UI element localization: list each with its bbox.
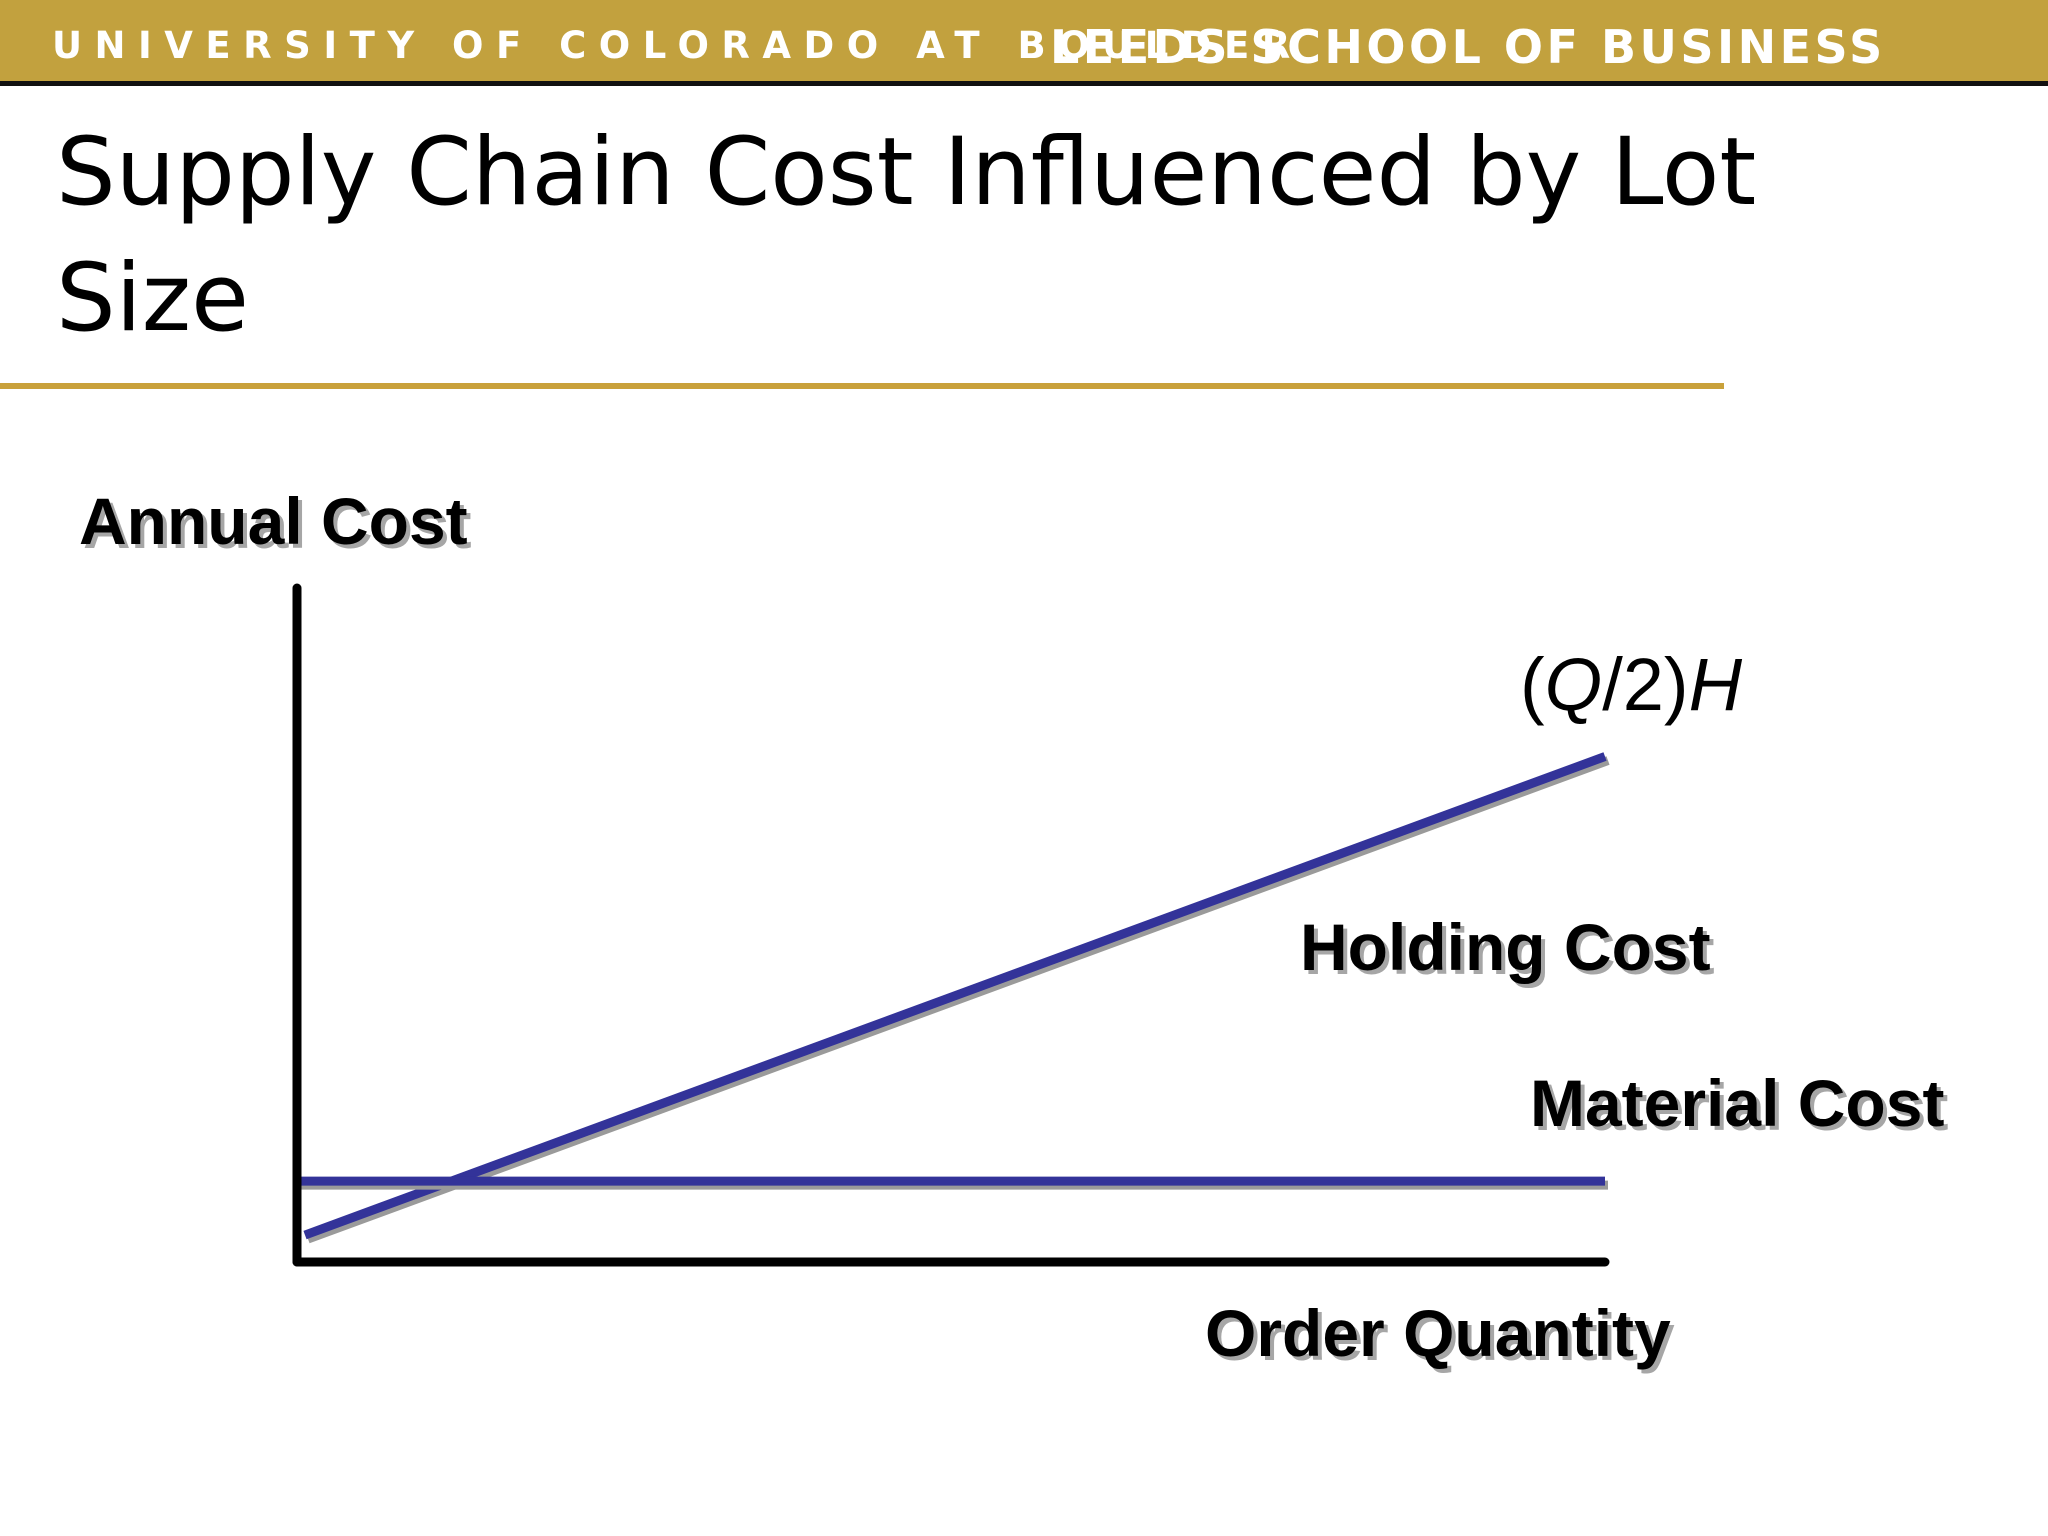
school-name: LEEDS SCHOOL OF BUSINESS [1050, 20, 1886, 74]
holding-cost-line-shadow [306, 756, 1610, 1244]
material-cost-label-shadow: Material Cost [1534, 1070, 1948, 1144]
x-axis-label: Order Quantity [1205, 1296, 1671, 1370]
university-name: UNIVERSITY OF COLORADO AT BOULDER [52, 24, 1303, 67]
holding-cost-line [303, 752, 1607, 1240]
formula-h: H [1689, 643, 1743, 726]
formula-open-paren: ( [1520, 643, 1545, 726]
slide-title: Supply Chain Cost Influenced by Lot Size [56, 118, 1757, 353]
holding-cost-formula: (Q/2)H [1520, 643, 1743, 726]
y-axis-label-shadow: Annual Cost [83, 488, 472, 562]
y-axis-label: Annual Cost [79, 484, 468, 558]
holding-cost-label: Holding Cost [1300, 910, 1711, 984]
series-layer [297, 752, 1610, 1244]
holding-cost-label-shadow: Holding Cost [1304, 914, 1715, 988]
header-banner: UNIVERSITY OF COLORADO AT BOULDER LEEDS … [0, 0, 2048, 86]
formula-half: /2) [1602, 643, 1688, 726]
material-cost-label: Material Cost [1530, 1066, 1944, 1140]
x-axis-label-shadow: Order Quantity [1209, 1300, 1675, 1374]
title-divider [0, 383, 1724, 389]
formula-q: Q [1545, 643, 1603, 726]
